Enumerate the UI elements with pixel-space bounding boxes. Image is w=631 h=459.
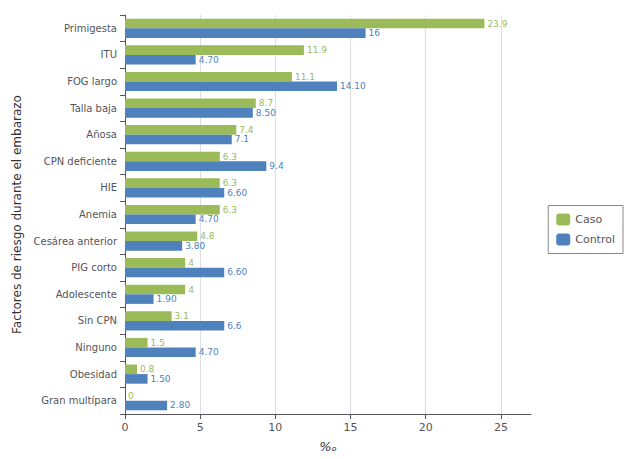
svg-text:Control: Control xyxy=(575,233,615,246)
svg-text:%ₒ: %ₒ xyxy=(319,439,337,454)
svg-text:8.50: 8.50 xyxy=(256,108,276,118)
svg-text:6.60: 6.60 xyxy=(227,188,247,198)
svg-text:4.70: 4.70 xyxy=(199,347,219,357)
svg-text:20: 20 xyxy=(419,421,433,434)
svg-text:FOG largo: FOG largo xyxy=(67,76,117,87)
svg-text:4.8: 4.8 xyxy=(200,231,215,241)
svg-text:1.5: 1.5 xyxy=(151,338,165,348)
svg-text:6.60: 6.60 xyxy=(227,267,247,277)
svg-text:3.1: 3.1 xyxy=(175,311,189,321)
svg-text:3.80: 3.80 xyxy=(185,241,205,251)
svg-text:PIG corto: PIG corto xyxy=(71,262,117,273)
svg-text:1.50: 1.50 xyxy=(151,374,171,384)
svg-text:7.4: 7.4 xyxy=(239,125,254,135)
svg-text:4: 4 xyxy=(188,285,194,295)
svg-text:Anemia: Anemia xyxy=(79,209,117,220)
svg-text:23.9: 23.9 xyxy=(487,19,507,29)
svg-text:10: 10 xyxy=(268,421,282,434)
svg-text:25: 25 xyxy=(494,421,508,434)
svg-text:0: 0 xyxy=(122,421,129,434)
svg-text:9.4: 9.4 xyxy=(269,161,284,171)
svg-text:Primigesta: Primigesta xyxy=(64,23,117,34)
svg-text:2.80: 2.80 xyxy=(170,400,190,410)
svg-text:6.3: 6.3 xyxy=(223,205,237,215)
svg-text:7.1: 7.1 xyxy=(235,134,249,144)
svg-text:6.3: 6.3 xyxy=(223,152,237,162)
svg-text:ITU: ITU xyxy=(101,49,117,60)
svg-text:0: 0 xyxy=(128,391,134,401)
svg-text:Cesárea anterior: Cesárea anterior xyxy=(34,236,118,247)
svg-text:4: 4 xyxy=(188,258,194,268)
svg-text:11.1: 11.1 xyxy=(295,72,315,82)
svg-text:0.8: 0.8 xyxy=(140,364,155,374)
svg-text:15: 15 xyxy=(344,421,358,434)
svg-text:6.6: 6.6 xyxy=(227,321,242,331)
svg-text:CPN deficiente: CPN deficiente xyxy=(44,156,117,167)
svg-text:Añosa: Añosa xyxy=(86,129,117,140)
svg-text:Adolescente: Adolescente xyxy=(56,289,117,300)
svg-text:16: 16 xyxy=(369,28,381,38)
svg-text:Obesidad: Obesidad xyxy=(70,369,117,380)
svg-text:Factores de riesgo durante el: Factores de riesgo durante el embarazo xyxy=(10,95,24,334)
svg-text:HIE: HIE xyxy=(100,182,117,193)
svg-text:1.90: 1.90 xyxy=(157,294,177,304)
svg-text:4.70: 4.70 xyxy=(199,214,219,224)
svg-text:5: 5 xyxy=(197,421,204,434)
svg-text:6.3: 6.3 xyxy=(223,178,237,188)
svg-text:8.7: 8.7 xyxy=(259,98,273,108)
svg-text:Ninguno: Ninguno xyxy=(75,342,117,353)
svg-text:Caso: Caso xyxy=(575,213,602,226)
svg-text:Gran multípara: Gran multípara xyxy=(41,395,117,406)
svg-text:Sin CPN: Sin CPN xyxy=(78,315,117,326)
svg-text:11.9: 11.9 xyxy=(307,45,327,55)
svg-text:Talla baja: Talla baja xyxy=(69,103,117,114)
svg-text:4.70: 4.70 xyxy=(199,55,219,65)
svg-text:14.10: 14.10 xyxy=(340,81,366,91)
